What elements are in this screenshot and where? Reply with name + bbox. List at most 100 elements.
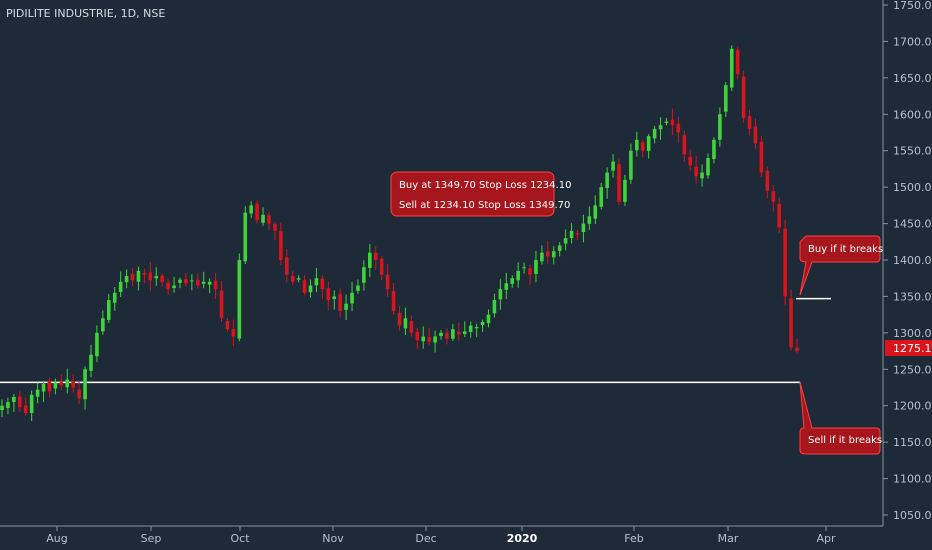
last-price-tag: 1275.10 <box>885 340 932 356</box>
candle-down <box>231 328 236 337</box>
candle-up <box>308 285 313 293</box>
candle-up <box>0 405 4 411</box>
candle-down <box>765 170 770 191</box>
candle-up <box>462 331 467 335</box>
candle-up <box>12 396 16 403</box>
candle-down <box>320 278 325 290</box>
candle-down <box>17 396 22 408</box>
candle-up <box>207 281 212 285</box>
candle-up <box>237 260 242 339</box>
candle-up <box>587 216 592 224</box>
candle-up <box>350 292 354 304</box>
candle-down <box>290 275 295 282</box>
candle-up <box>510 278 515 284</box>
candle-down <box>23 405 28 413</box>
candle-down <box>735 49 740 75</box>
time-tick-label: 2020 <box>507 532 538 545</box>
price-tick-label: 1550.00 <box>893 145 932 158</box>
candle-up <box>41 383 46 392</box>
candle-up <box>480 321 485 325</box>
candle-up <box>201 281 206 284</box>
candle-down <box>219 290 224 319</box>
sell-plan-text: Sell at 1234.10 Stop Loss 1349.70 <box>399 200 570 211</box>
candle-up <box>623 179 627 202</box>
candle-up <box>439 332 443 337</box>
candle-up <box>89 354 93 371</box>
candle-up <box>468 325 473 332</box>
candle-down <box>427 337 431 342</box>
candle-down <box>688 156 693 166</box>
candle-down <box>445 332 449 339</box>
candle-down <box>415 331 420 341</box>
candle-down <box>617 164 621 202</box>
price-tick-label: 1400.00 <box>893 254 932 267</box>
candle-up <box>599 187 604 207</box>
candle-up <box>362 267 366 283</box>
candle-up <box>106 300 111 320</box>
last-price-label: 1275.10 <box>893 342 932 355</box>
candle-up <box>557 245 562 251</box>
candle-down <box>195 279 200 286</box>
time-tick-label: Oct <box>230 532 250 545</box>
candle-up <box>593 205 598 219</box>
buy-plan-text: Buy at 1349.70 Stop Loss 1234.10 <box>399 180 571 191</box>
candle-up <box>83 369 87 400</box>
candle-up <box>451 329 455 339</box>
candle-down <box>326 288 331 301</box>
time-tick-label: Nov <box>322 532 344 545</box>
candle-down <box>71 381 75 388</box>
candle-up <box>504 283 509 290</box>
price-tick-label: 1600.00 <box>893 108 932 121</box>
candle-up <box>136 270 141 282</box>
candle-down <box>160 275 164 282</box>
candle-up <box>652 128 657 139</box>
candle-up <box>112 292 117 303</box>
candle-up <box>611 161 615 171</box>
candle-up <box>474 327 479 329</box>
candle-down <box>59 382 64 386</box>
candle-down <box>783 228 787 297</box>
candle-up <box>332 296 337 300</box>
candle-up <box>403 318 408 329</box>
candle-up <box>344 303 348 310</box>
candle-up <box>534 260 538 274</box>
level-lines <box>0 297 831 384</box>
candle-up <box>154 276 159 279</box>
candle-up <box>718 114 722 140</box>
candle-up <box>700 172 704 179</box>
candle-down <box>302 280 307 293</box>
price-axis: 1750.00 1700.00 1650.00 1600.00 1550.00 1500.… <box>883 0 932 522</box>
candle-down <box>379 258 384 275</box>
candle-up <box>706 158 710 176</box>
candle-down <box>148 272 153 281</box>
candle-up <box>65 379 70 388</box>
candle-down <box>338 294 342 311</box>
candle-down <box>184 279 188 284</box>
candle-down <box>528 268 532 275</box>
candle-up <box>6 402 10 408</box>
candle-down <box>47 381 52 392</box>
candle-up <box>540 252 544 262</box>
candle-up <box>178 279 182 283</box>
candle-up <box>433 336 437 343</box>
candle-down <box>546 251 550 257</box>
candle-up <box>296 278 301 280</box>
price-tick-label: 1250.00 <box>893 363 932 376</box>
candle-up <box>118 281 123 292</box>
candle-down <box>225 320 230 330</box>
candle-up <box>658 125 663 130</box>
candle-up <box>124 276 129 283</box>
candle-down <box>409 320 414 333</box>
candle-down <box>279 231 283 260</box>
candle-up <box>729 48 734 88</box>
candle-down <box>273 224 277 231</box>
price-tick-label: 1100.00 <box>893 473 932 486</box>
candle-up <box>712 139 716 160</box>
price-tick-label: 1300.00 <box>893 327 932 340</box>
candle-down <box>682 135 687 155</box>
price-tick-label: 1350.00 <box>893 290 932 303</box>
candle-down <box>77 389 81 399</box>
candle-up <box>605 172 609 189</box>
time-tick-label: Aug <box>46 532 67 545</box>
